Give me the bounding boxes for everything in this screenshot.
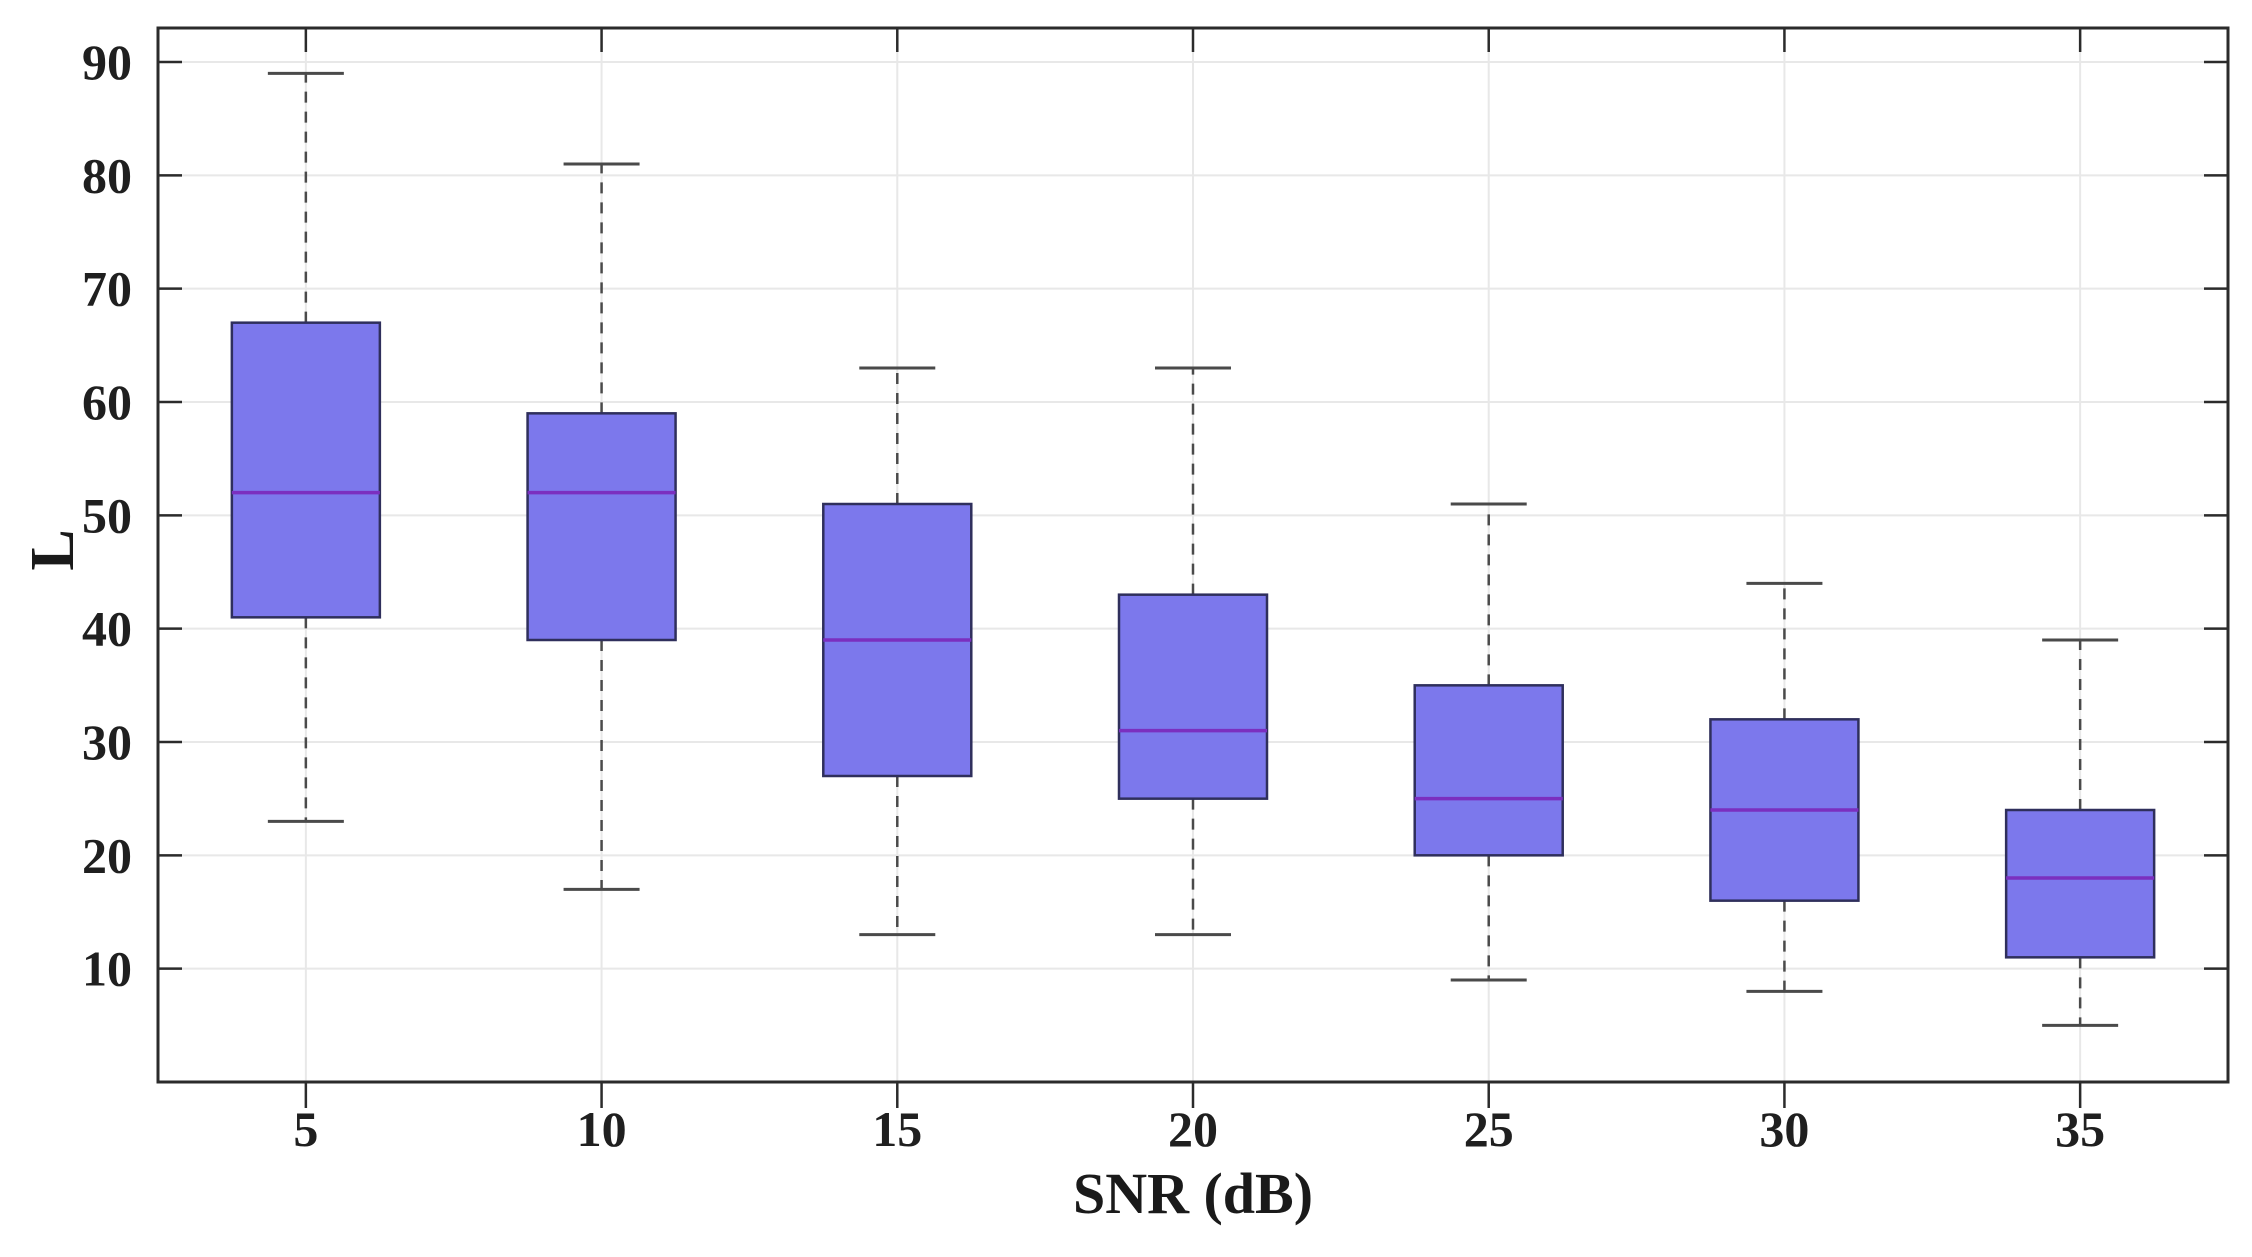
y-tick-label-40: 40 xyxy=(82,601,132,657)
box-snr-20 xyxy=(1117,593,1269,800)
y-tick-label-90: 90 xyxy=(82,34,132,90)
box-snr-35 xyxy=(2004,808,2156,959)
plot-border xyxy=(156,26,2230,1084)
x-tick-label-25: 25 xyxy=(1464,1101,1514,1157)
x-tick-label-20: 20 xyxy=(1168,1101,1218,1157)
y-tick-label-20: 20 xyxy=(82,827,132,883)
y-axis-label-container: L xyxy=(18,480,88,620)
y-axis-label: L xyxy=(19,529,87,571)
x-tick-label-10: 10 xyxy=(577,1101,627,1157)
y-tick-label-70: 70 xyxy=(82,261,132,317)
y-tick-label-10: 10 xyxy=(82,941,132,997)
x-tick-label-15: 15 xyxy=(872,1101,922,1157)
y-tick-label-50: 50 xyxy=(82,487,132,543)
box-snr-25 xyxy=(1413,684,1564,857)
x-tick-label-35: 35 xyxy=(2055,1101,2105,1157)
y-tick-label-60: 60 xyxy=(82,374,132,430)
x-tick-label-30: 30 xyxy=(1759,1101,1809,1157)
x-tick-label-5: 5 xyxy=(293,1101,318,1157)
y-tick-label-80: 80 xyxy=(82,147,132,203)
y-tick-label-30: 30 xyxy=(82,714,132,770)
box-snr-5 xyxy=(230,321,382,619)
box-snr-10 xyxy=(526,412,677,642)
x-axis-label: SNR (dB) xyxy=(1072,1161,1314,1226)
